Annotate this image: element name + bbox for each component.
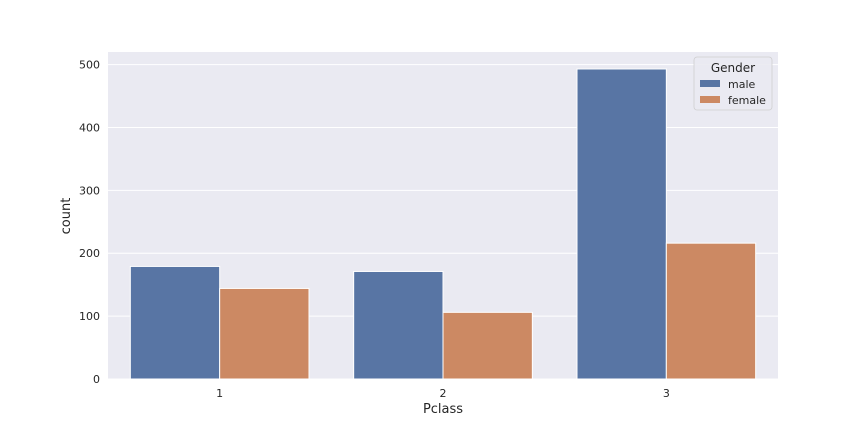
bar-female-3 bbox=[665, 242, 757, 380]
legend-swatch-female bbox=[700, 96, 720, 103]
legend: Gender male female bbox=[693, 56, 773, 111]
y-tick-label-5: 500 bbox=[79, 59, 100, 72]
y-tick-label-1: 100 bbox=[79, 310, 100, 323]
legend-label-female: female bbox=[728, 94, 766, 107]
bar-female-2 bbox=[442, 311, 533, 380]
legend-swatch-male bbox=[700, 80, 720, 87]
x-axis-label: Pclass bbox=[423, 402, 463, 417]
y-tick-label-2: 200 bbox=[79, 247, 100, 260]
x-tick-label-3: 3 bbox=[663, 387, 670, 400]
bar-male-3 bbox=[576, 68, 667, 380]
x-tick-label-1: 1 bbox=[216, 387, 223, 400]
y-tick-label-0: 0 bbox=[93, 373, 100, 386]
legend-label-male: male bbox=[728, 78, 756, 91]
bars bbox=[129, 68, 757, 380]
y-tick-label-3: 300 bbox=[79, 184, 100, 197]
bar-male-2 bbox=[353, 270, 444, 380]
legend-title: Gender bbox=[711, 61, 755, 75]
bar-female-1 bbox=[219, 287, 310, 380]
y-tick-labels: 0 100 200 300 400 500 bbox=[79, 59, 100, 386]
y-axis-label: count bbox=[59, 198, 74, 235]
x-tick-labels: 1 2 3 bbox=[216, 387, 670, 400]
bar-male-1 bbox=[129, 265, 221, 380]
y-tick-label-4: 400 bbox=[79, 121, 100, 134]
x-tick-label-2: 2 bbox=[440, 387, 447, 400]
